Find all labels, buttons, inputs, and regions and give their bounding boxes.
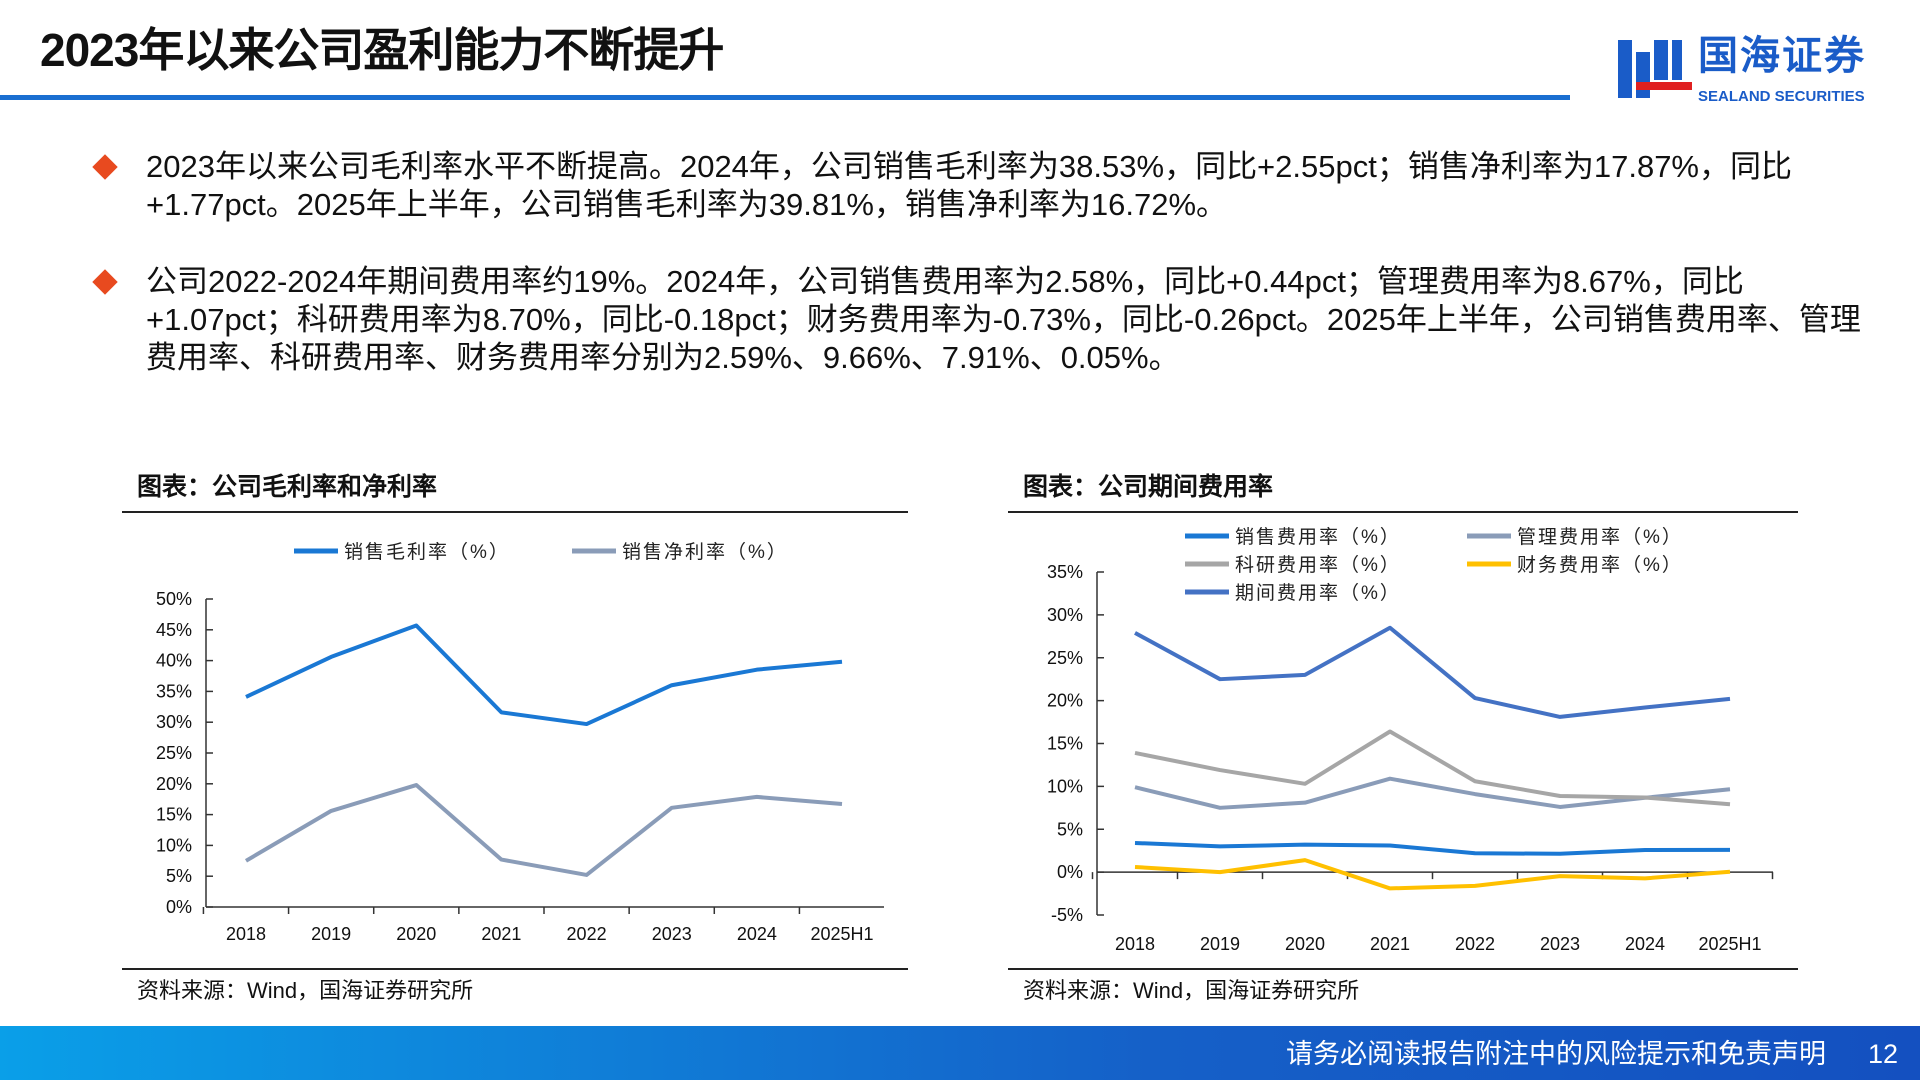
x-tick-label: 2019 (311, 924, 351, 944)
series-line-2 (1134, 776, 1731, 810)
y-tick-label: 25% (156, 743, 192, 763)
title-underline (0, 95, 1570, 100)
page-number: 12 (1867, 1039, 1898, 1069)
x-tick-label: 2025H1 (1698, 934, 1761, 954)
chart-bottom-rule (122, 968, 908, 970)
legend-label: 销售毛利率（%） (344, 541, 510, 563)
page-title: 2023年以来公司盈利能力不断提升 (40, 24, 724, 76)
legend-label: 财务费用率（%） (1517, 554, 1683, 576)
x-tick-label: 2021 (1370, 934, 1410, 954)
footer-bar (0, 1026, 1920, 1080)
footer-disclaimer: 请务必阅读报告附注中的风险提示和免责声明 (1286, 1039, 1826, 1069)
sealand-logo-icon (1618, 40, 1692, 98)
series-line-2 (244, 783, 843, 877)
bullet-point-1: 2023年以来公司毛利率水平不断提高。2024年，公司销售毛利率为38.53%，… (92, 148, 1886, 224)
x-tick-label: 2018 (1115, 934, 1155, 954)
y-tick-label: 25% (1047, 648, 1083, 668)
y-tick-label: 5% (1057, 819, 1083, 839)
series-line-4 (1134, 858, 1731, 891)
y-tick-label: 30% (156, 712, 192, 732)
x-tick-label: 2022 (567, 924, 607, 944)
y-tick-label: 5% (166, 866, 192, 886)
series-line-1 (245, 623, 843, 727)
y-tick-label: 35% (156, 681, 192, 701)
x-tick-label: 2022 (1455, 934, 1495, 954)
chart-title-margins: 图表：公司毛利率和净利率 (137, 473, 438, 501)
chart-top-rule (122, 511, 908, 513)
x-tick-label: 2018 (226, 924, 266, 944)
logo-chinese-text: 国海证券 (1698, 34, 1866, 78)
bullet-text: 2023年以来公司毛利率水平不断提高。2024年，公司销售毛利率为38.53%，… (146, 149, 1792, 222)
y-tick-label: -5% (1051, 905, 1083, 925)
legend-label: 销售净利率（%） (622, 541, 788, 563)
x-tick-label: 2023 (652, 924, 692, 944)
y-tick-label: 35% (1047, 562, 1083, 582)
chart-source: 资料来源：Wind，国海证券研究所 (1023, 978, 1360, 1003)
legend-label: 销售费用率（%） (1235, 526, 1401, 548)
y-tick-label: 20% (1047, 691, 1083, 711)
y-tick-label: 10% (156, 835, 192, 855)
x-tick-label: 2019 (1200, 934, 1240, 954)
legend-label: 科研费用率（%） (1235, 554, 1401, 576)
bullet-list: 2023年以来公司毛利率水平不断提高。2024年，公司销售毛利率为38.53%，… (92, 148, 1886, 416)
y-tick-label: 40% (156, 651, 192, 671)
y-tick-label: 20% (156, 774, 192, 794)
chart-bottom-rule (1008, 968, 1798, 970)
x-tick-label: 2024 (737, 924, 777, 944)
bullet-text: 公司2022-2024年期间费用率约19%。2024年，公司销售费用率为2.58… (146, 264, 1861, 375)
series-line-5 (1134, 625, 1731, 719)
bullet-point-2: 公司2022-2024年期间费用率约19%。2024年，公司销售费用率为2.58… (92, 263, 1886, 377)
y-tick-label: 45% (156, 620, 192, 640)
y-tick-label: 10% (1047, 776, 1083, 796)
x-tick-label: 2023 (1540, 934, 1580, 954)
logo-english-text: SEALAND SECURITIES (1698, 88, 1865, 105)
x-tick-label: 2025H1 (810, 924, 873, 944)
legend-label: 管理费用率（%） (1517, 526, 1683, 548)
y-tick-label: 15% (1047, 734, 1083, 754)
x-tick-label: 2020 (396, 924, 436, 944)
y-tick-label: 50% (156, 589, 192, 609)
x-tick-label: 2020 (1285, 934, 1325, 954)
y-tick-label: 0% (1057, 862, 1083, 882)
x-tick-label: 2024 (1625, 934, 1665, 954)
chart-title-expenses: 图表：公司期间费用率 (1023, 473, 1274, 501)
chart-source: 资料来源：Wind，国海证券研究所 (137, 978, 474, 1003)
y-tick-label: 30% (1047, 605, 1083, 625)
x-tick-label: 2021 (481, 924, 521, 944)
legend-label: 期间费用率（%） (1235, 582, 1401, 604)
series-line-3 (1134, 729, 1731, 807)
series-line-1 (1134, 840, 1731, 856)
chart-top-rule (1008, 511, 1798, 513)
y-tick-label: 0% (166, 897, 192, 917)
y-tick-label: 15% (156, 805, 192, 825)
